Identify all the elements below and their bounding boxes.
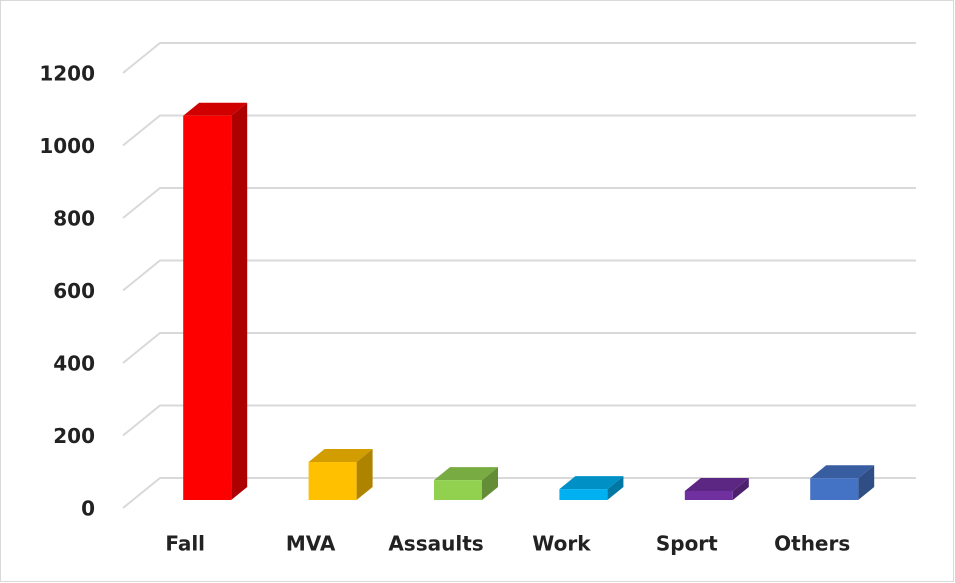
bar <box>810 465 875 500</box>
bar <box>684 477 749 500</box>
y-tick-label: 200 <box>53 424 95 448</box>
bar-side <box>482 467 498 500</box>
y-tick-label: 400 <box>53 352 95 376</box>
bar-front <box>183 115 232 500</box>
bar-top <box>684 477 749 491</box>
x-tick-label: Work <box>532 532 591 556</box>
bar <box>183 102 248 500</box>
bar-side <box>607 476 624 500</box>
bar-top <box>810 465 875 479</box>
grid-line <box>122 42 916 74</box>
bar <box>308 448 373 500</box>
bar <box>559 476 624 500</box>
x-tick-label: Fall <box>165 532 205 556</box>
bar-side <box>231 102 248 500</box>
x-tick-label: Others <box>774 532 850 556</box>
grid-line <box>122 114 916 147</box>
bar <box>434 467 498 500</box>
bar-front <box>684 490 733 500</box>
y-tick-label: 0 <box>81 497 95 521</box>
bar-front <box>308 461 357 500</box>
bar-side <box>732 477 749 500</box>
y-tick-label: 1200 <box>39 62 95 86</box>
bar-side <box>356 448 373 500</box>
bar-front <box>559 489 608 500</box>
bar-top <box>559 476 624 490</box>
bar-side <box>858 465 875 500</box>
x-tick-label: Sport <box>656 532 718 556</box>
y-tick-label: 1000 <box>39 134 95 158</box>
bar-top <box>434 467 498 481</box>
grid-line <box>122 404 916 437</box>
y-tick-label: 800 <box>53 207 95 231</box>
grid-line <box>122 187 916 219</box>
grid-line <box>122 259 916 292</box>
x-tick-label: MVA <box>286 532 336 556</box>
grid-line <box>122 332 916 364</box>
y-tick-label: 600 <box>53 279 95 303</box>
bar-front <box>810 478 859 500</box>
grid-line <box>122 477 916 509</box>
bar-top <box>308 448 373 462</box>
bar-top <box>183 102 248 116</box>
bar-front <box>434 480 482 500</box>
x-tick-label: Assaults <box>388 532 483 556</box>
